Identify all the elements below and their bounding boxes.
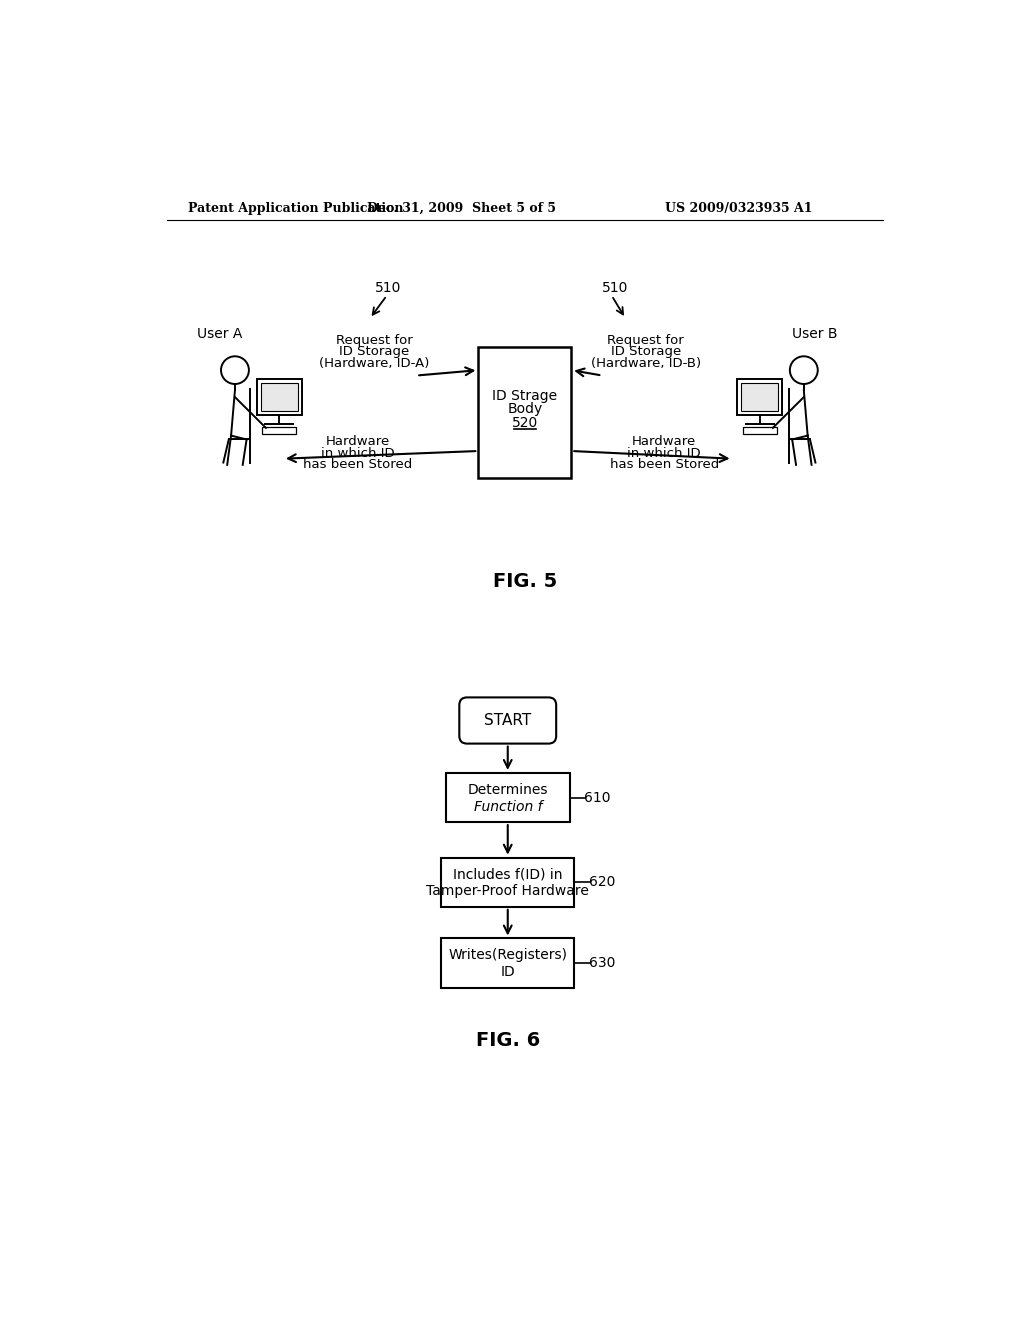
FancyBboxPatch shape [460, 697, 556, 743]
Text: 510: 510 [601, 281, 628, 294]
FancyBboxPatch shape [441, 858, 574, 907]
Text: Body: Body [507, 401, 543, 416]
FancyBboxPatch shape [741, 383, 778, 411]
Text: Dec. 31, 2009  Sheet 5 of 5: Dec. 31, 2009 Sheet 5 of 5 [367, 202, 556, 215]
Text: ID Strage: ID Strage [493, 388, 557, 403]
FancyBboxPatch shape [262, 428, 296, 434]
Text: 620: 620 [589, 875, 615, 890]
Text: Hardware: Hardware [632, 436, 696, 449]
Text: User A: User A [197, 327, 242, 341]
FancyBboxPatch shape [478, 347, 571, 478]
Text: (Hardware, ID-B): (Hardware, ID-B) [591, 356, 700, 370]
Text: 510: 510 [375, 281, 400, 294]
Text: FIG. 5: FIG. 5 [493, 573, 557, 591]
FancyBboxPatch shape [257, 379, 302, 414]
Text: Determines: Determines [468, 783, 548, 797]
Text: Function f: Function f [473, 800, 542, 813]
Text: Includes f(ID) in: Includes f(ID) in [453, 867, 562, 882]
Text: 610: 610 [585, 791, 611, 804]
Text: Request for: Request for [607, 334, 684, 347]
Text: FIG. 6: FIG. 6 [475, 1031, 540, 1049]
FancyBboxPatch shape [737, 379, 782, 414]
Text: in which ID: in which ID [321, 446, 394, 459]
Text: has been Stored: has been Stored [609, 458, 719, 471]
FancyBboxPatch shape [742, 428, 776, 434]
Text: 630: 630 [589, 956, 615, 970]
Text: US 2009/0323935 A1: US 2009/0323935 A1 [665, 202, 813, 215]
Text: ID Storage: ID Storage [339, 345, 410, 358]
Text: ID: ID [501, 965, 515, 979]
FancyBboxPatch shape [441, 939, 574, 987]
Text: Tamper-Proof Hardware: Tamper-Proof Hardware [426, 884, 589, 899]
FancyBboxPatch shape [445, 774, 569, 822]
Text: Request for: Request for [336, 334, 413, 347]
Text: in which ID: in which ID [628, 446, 701, 459]
Text: Patent Application Publication: Patent Application Publication [188, 202, 403, 215]
Text: ID Storage: ID Storage [610, 345, 681, 358]
Text: has been Stored: has been Stored [303, 458, 412, 471]
Text: Hardware: Hardware [326, 436, 389, 449]
FancyBboxPatch shape [260, 383, 298, 411]
Text: START: START [484, 713, 531, 729]
Text: Writes(Registers): Writes(Registers) [449, 948, 567, 962]
Text: 520: 520 [512, 416, 538, 430]
Text: (Hardware, ID-A): (Hardware, ID-A) [319, 356, 430, 370]
Text: User B: User B [792, 327, 838, 341]
